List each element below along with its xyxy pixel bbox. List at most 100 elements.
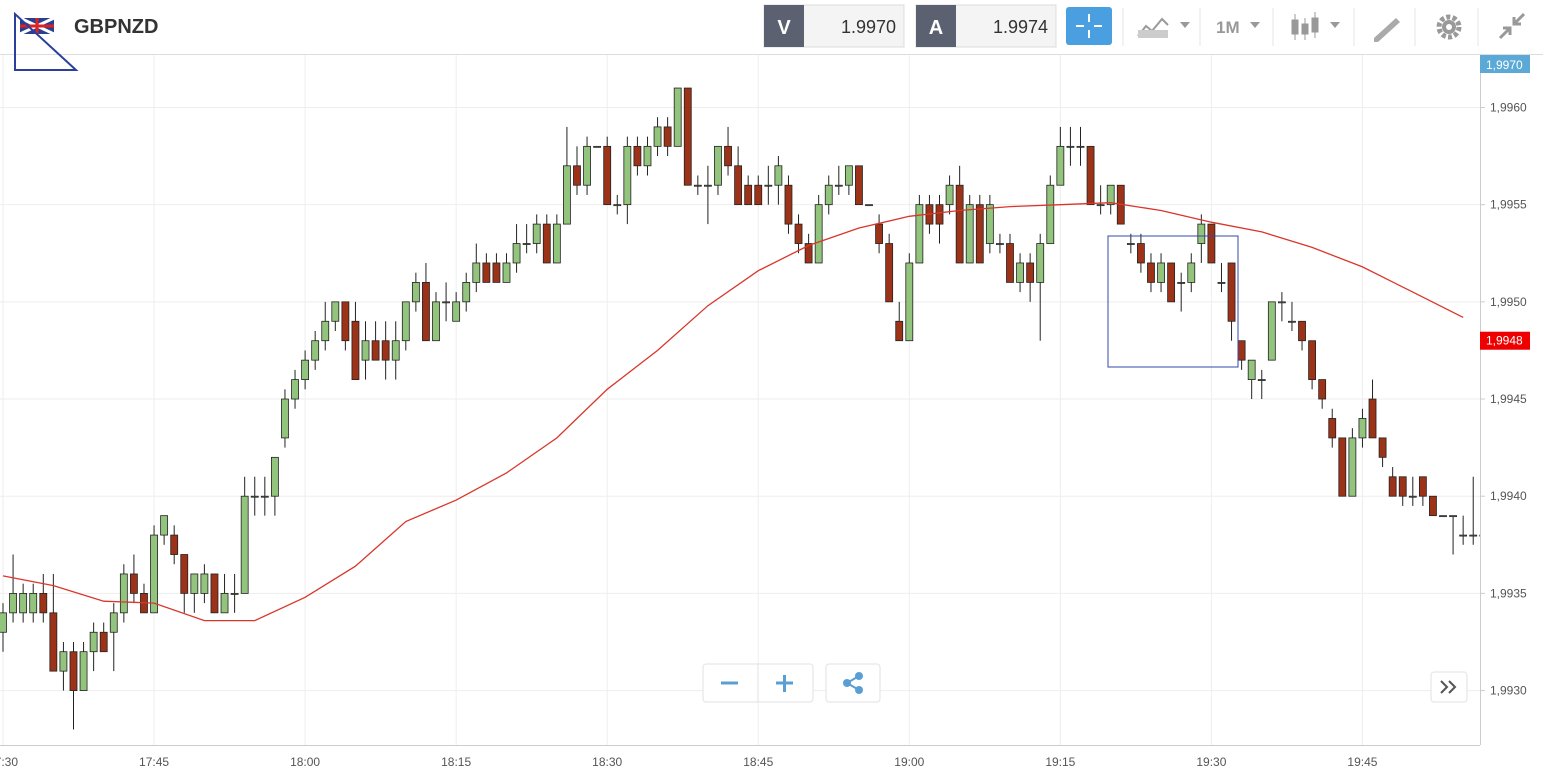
candle-body xyxy=(935,204,944,225)
flag-icon xyxy=(14,11,79,71)
price-marker xyxy=(1480,331,1530,350)
candle-body xyxy=(170,534,179,555)
y-tick-label: 1,9955 xyxy=(1490,198,1527,212)
candle-body xyxy=(371,340,380,361)
candle-body xyxy=(603,145,612,206)
candle-body xyxy=(1368,398,1377,439)
candle-body xyxy=(1469,534,1478,537)
candle-body xyxy=(1006,243,1014,283)
bid-price: 1.9970 xyxy=(841,17,896,37)
candle-body xyxy=(804,243,813,264)
y-tick-label: 1,9945 xyxy=(1490,392,1527,406)
candle-body xyxy=(824,184,833,206)
candle-body xyxy=(0,612,7,633)
candle-body xyxy=(331,301,340,322)
candle-body xyxy=(1257,379,1266,381)
candle-style-button[interactable] xyxy=(1291,12,1340,40)
candle-body xyxy=(563,165,571,225)
candle-body xyxy=(260,495,269,498)
crosshair-button[interactable] xyxy=(1066,7,1112,45)
candle-body xyxy=(49,612,58,672)
ask-label: A xyxy=(929,17,943,39)
candle-body xyxy=(1016,262,1024,283)
last-price-label: 1,9970 xyxy=(1486,58,1523,72)
settings-button[interactable] xyxy=(1436,14,1462,40)
candle-body xyxy=(452,301,461,322)
candle-body xyxy=(99,631,108,653)
candle-body xyxy=(1096,204,1105,207)
candle-body xyxy=(1449,515,1457,518)
candle-body xyxy=(724,145,732,167)
candle-body xyxy=(422,282,430,342)
moving-average xyxy=(2,202,1464,622)
candle-body xyxy=(1277,301,1286,304)
candle-body xyxy=(411,282,420,303)
draw-tool-button[interactable] xyxy=(1374,18,1400,42)
candle-body xyxy=(1439,515,1447,518)
candle-body xyxy=(1227,262,1236,322)
candle-body xyxy=(1398,476,1407,497)
candle-body xyxy=(1479,534,1480,537)
candle-body xyxy=(361,340,370,361)
candle-body xyxy=(663,126,672,147)
candle-body xyxy=(1086,145,1095,206)
candle-body xyxy=(1308,340,1316,380)
bid-label-box xyxy=(764,5,804,47)
candle-body xyxy=(744,184,753,206)
candle-body xyxy=(552,223,561,264)
candle-body xyxy=(1147,262,1155,283)
candle-body xyxy=(1459,534,1468,537)
zoom-in[interactable] xyxy=(776,675,793,692)
last-price-box xyxy=(1480,55,1530,73)
collapse-button[interactable] xyxy=(1498,12,1526,40)
candle-body xyxy=(1298,320,1306,342)
candle-body xyxy=(996,243,1004,245)
candle-body xyxy=(1106,184,1115,206)
candle-body xyxy=(1328,418,1337,439)
share-button[interactable] xyxy=(825,663,881,703)
scroll-right-button[interactable] xyxy=(1430,671,1468,703)
candle-body xyxy=(965,204,974,264)
x-tick-label: 18:00 xyxy=(290,755,320,769)
candle-body xyxy=(482,262,491,283)
candle-body xyxy=(764,184,773,187)
candle-body xyxy=(1026,262,1035,283)
candle-body xyxy=(1167,262,1176,303)
candle-body xyxy=(522,243,531,245)
candle-body xyxy=(875,223,883,244)
candle-body xyxy=(1358,418,1367,439)
candle-body xyxy=(1046,184,1055,244)
candle-body xyxy=(9,592,17,614)
candle-body xyxy=(311,340,320,361)
chart-type-button[interactable] xyxy=(1137,17,1190,38)
candle-body xyxy=(774,165,783,186)
timeframe[interactable]: 1M xyxy=(1216,18,1240,37)
candle-body xyxy=(1076,145,1085,148)
y-tick-label: 1,9930 xyxy=(1490,684,1527,698)
candle-body xyxy=(79,651,88,691)
y-tick-label: 1,9950 xyxy=(1490,295,1527,309)
candle-body xyxy=(1388,476,1397,497)
candle-body xyxy=(573,165,581,186)
candle-body xyxy=(865,204,873,207)
candle-body xyxy=(472,262,481,283)
candle-body xyxy=(502,262,511,283)
candle-body xyxy=(784,184,793,225)
x-tick-label: 19:00 xyxy=(894,755,924,769)
candle-body xyxy=(844,165,853,186)
candle-body xyxy=(210,573,219,614)
y-tick-label: 1,9935 xyxy=(1490,586,1527,600)
candle-body xyxy=(381,340,390,361)
candle-body xyxy=(895,320,904,342)
candle-body xyxy=(633,145,642,167)
candle-body xyxy=(1197,223,1206,244)
bid-label: V xyxy=(777,17,791,39)
candle-body xyxy=(583,145,591,186)
candle-body xyxy=(200,573,209,594)
candle-body xyxy=(653,126,662,147)
candle-body xyxy=(281,398,289,439)
y-tick-label: 1,9940 xyxy=(1490,489,1527,503)
candle-body xyxy=(794,223,803,244)
candle-body xyxy=(593,145,602,148)
candle-body xyxy=(673,87,682,147)
